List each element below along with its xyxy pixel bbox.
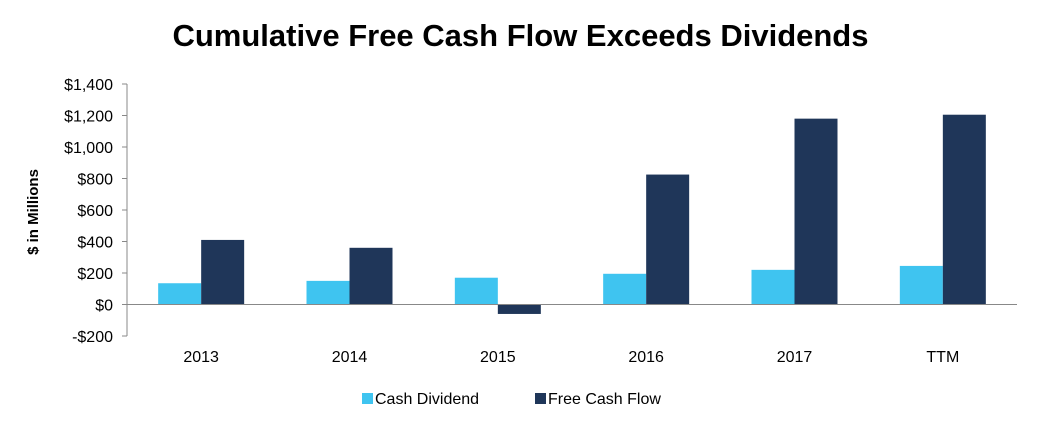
x-axis-ticks: 2013 2014 2015 2016 2017 TTM	[183, 349, 959, 366]
y-tick-label: $1,000	[64, 140, 113, 157]
bar-free-cash-flow-2014	[349, 247, 393, 305]
legend-swatch	[535, 393, 546, 404]
x-tick-label: 2014	[332, 349, 368, 366]
y-tick-label: $400	[77, 235, 113, 252]
bar-cash-dividend-2015	[454, 277, 498, 305]
y-tick-label: $0	[95, 298, 113, 315]
legend-swatch	[362, 393, 373, 404]
x-tick-label: 2015	[480, 349, 516, 366]
bar-free-cash-flow-2017	[794, 118, 838, 305]
bar-cash-dividend-2017	[751, 269, 795, 305]
bar-cash-dividend-ttm	[899, 265, 943, 305]
y-tick-label: -$200	[72, 329, 113, 346]
legend-label: Cash Dividend	[375, 391, 479, 408]
bar-free-cash-flow-ttm	[942, 114, 986, 305]
y-tick-label: $600	[77, 203, 113, 220]
y-axis-ticks: -$200 $0 $200 $400 $600 $800 $1,000 $1,200 $1,40…	[64, 77, 127, 346]
x-tick-label: TTM	[926, 349, 959, 366]
bar-free-cash-flow-2015	[497, 304, 541, 314]
legend-label: Free Cash Flow	[548, 391, 661, 408]
chart-title: Cumulative Free Cash Flow Exceeds Divide…	[172, 18, 869, 53]
bar-free-cash-flow-2016	[646, 174, 690, 305]
bar-cash-dividend-2014	[306, 280, 350, 305]
y-tick-label: $1,200	[64, 109, 113, 126]
x-tick-label: 2013	[183, 349, 219, 366]
x-tick-label: 2017	[777, 349, 813, 366]
bars	[158, 114, 986, 314]
y-tick-label: $200	[77, 266, 113, 283]
legend: Cash Dividend Free Cash Flow	[362, 391, 661, 408]
bar-free-cash-flow-2013	[201, 239, 245, 305]
y-tick-label: $1,400	[64, 77, 113, 94]
x-tick-label: 2016	[628, 349, 664, 366]
y-axis-label: $ in Millions	[25, 169, 42, 255]
y-tick-label: $800	[77, 172, 113, 189]
bar-cash-dividend-2016	[603, 273, 647, 305]
bar-cash-dividend-2013	[158, 283, 202, 305]
